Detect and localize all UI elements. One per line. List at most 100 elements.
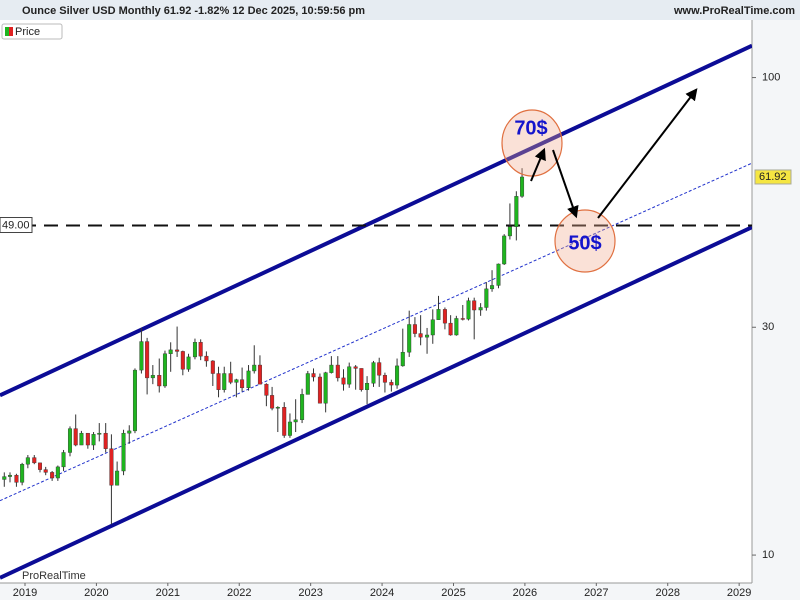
candle-body <box>389 382 394 386</box>
candle-body <box>20 463 25 483</box>
x-tick-label: 2021 <box>156 587 180 599</box>
legend[interactable] <box>1 23 63 40</box>
plot-area <box>0 43 752 580</box>
candle-body <box>287 421 292 436</box>
candle-body <box>7 474 12 477</box>
candle-body <box>228 373 233 383</box>
candle-body <box>240 379 245 389</box>
candle-body <box>186 356 191 370</box>
candle-body <box>478 307 483 311</box>
candle-body <box>157 375 162 387</box>
x-tick-label: 2024 <box>370 587 394 599</box>
candle-body <box>91 434 96 446</box>
candle-body <box>210 360 215 374</box>
candle-body <box>323 372 328 404</box>
arrow <box>530 147 546 182</box>
candle-body <box>264 383 269 396</box>
candle-body <box>121 432 126 472</box>
x-tick-label: 2023 <box>298 587 322 599</box>
x-tick-label: 2025 <box>441 587 465 599</box>
candle-body <box>216 373 221 390</box>
candle-body <box>43 469 48 473</box>
candle-body <box>257 364 262 385</box>
candle-body <box>329 364 334 373</box>
candle-body <box>305 373 310 395</box>
candle-body <box>175 349 180 352</box>
candle-body <box>204 355 209 362</box>
candle-body <box>460 318 465 320</box>
candle-body <box>139 341 144 371</box>
candle-body <box>395 365 400 386</box>
candle-body <box>472 300 477 311</box>
candle-body <box>168 349 173 354</box>
candle-body <box>79 432 84 446</box>
candle-body <box>359 368 364 390</box>
candle-body <box>14 474 19 483</box>
level-label: 49.00 <box>2 219 30 231</box>
candle-body <box>507 226 512 237</box>
candle-body <box>222 373 227 390</box>
candle-body <box>400 351 405 367</box>
candle-body <box>454 318 459 336</box>
y-tick-label: 100 <box>762 71 780 83</box>
candle-body <box>496 263 501 286</box>
overlay: 70$ 50$ <box>501 88 698 273</box>
candle-body <box>192 342 197 358</box>
candle-body <box>377 362 382 376</box>
candle-body <box>50 472 55 479</box>
candle-body <box>382 375 387 383</box>
candle-body <box>412 324 417 334</box>
candle-body <box>425 334 430 338</box>
candle-body <box>246 370 251 389</box>
candle-body <box>490 285 495 290</box>
candle-body <box>502 235 507 265</box>
candle-body <box>341 377 346 385</box>
annotation: 50$ <box>568 232 601 254</box>
candle-body <box>234 379 239 383</box>
candle-body <box>85 432 90 446</box>
candle-body <box>180 351 185 370</box>
candle-body <box>282 407 287 436</box>
candle-body <box>73 428 78 446</box>
watermark: ProRealTime <box>22 570 86 582</box>
candle-body <box>198 342 203 357</box>
legend-icon <box>9 27 13 36</box>
candle-body <box>2 476 7 480</box>
candle-body <box>275 407 280 409</box>
candle-body <box>353 366 358 369</box>
candle-body <box>347 366 352 385</box>
x-tick-label: 2019 <box>13 587 37 599</box>
candle-body <box>61 452 66 468</box>
candle-body <box>335 364 340 379</box>
candle-body <box>442 309 447 324</box>
x-tick-label: 2027 <box>584 587 608 599</box>
x-tick-label: 2028 <box>655 587 679 599</box>
candle-body <box>317 376 322 404</box>
candle-body <box>293 419 298 423</box>
candle-body <box>103 432 108 449</box>
y-tick-label: 30 <box>762 321 774 333</box>
arrow <box>597 88 698 219</box>
candle-body <box>67 428 72 453</box>
legend-icon <box>5 27 9 36</box>
last-price-box <box>754 169 792 185</box>
candle-body <box>484 288 489 308</box>
chart-title: Ounce Silver USD Monthly 61.92 -1.82% 12… <box>22 5 365 17</box>
y-tick-label: 10 <box>762 549 774 561</box>
candle-body <box>150 375 155 379</box>
legend-label: Price <box>15 26 40 38</box>
candle-body <box>270 395 275 409</box>
x-axis-panel <box>0 583 752 600</box>
x-tick-label: 2029 <box>727 587 751 599</box>
candle-body <box>252 364 257 372</box>
trendline <box>0 43 752 398</box>
target-circle <box>554 209 616 273</box>
candle-body <box>145 341 150 379</box>
arrow <box>552 149 579 219</box>
candle-body <box>127 430 132 434</box>
trendline <box>0 225 752 580</box>
candle-body <box>109 448 114 486</box>
annotation: 70$ <box>514 117 547 139</box>
